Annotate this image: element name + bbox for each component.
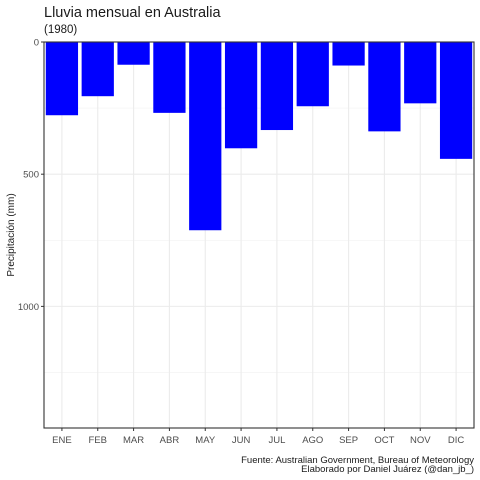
x-tick-label-dic: DIC — [448, 435, 465, 446]
y-tick-label: 500 — [23, 170, 39, 181]
chart-title: Lluvia mensual en Australia — [44, 5, 221, 21]
x-tick-label-nov: NOV — [410, 435, 431, 446]
bar-jun — [224, 42, 258, 149]
bar-nov — [404, 42, 437, 104]
chart-subtitle: (1980) — [44, 24, 78, 36]
plot-panel — [44, 42, 474, 428]
x-tick-label-jun: JUN — [232, 435, 251, 446]
bar-oct — [368, 42, 401, 132]
bar-feb — [81, 42, 114, 97]
bar-jul — [260, 42, 294, 131]
x-tick-label-ene: ENE — [52, 435, 72, 446]
x-tick-label-jul: JUL — [268, 435, 285, 446]
x-tick-label-feb: FEB — [89, 435, 107, 446]
bar-ago — [296, 42, 329, 107]
x-tick-label-oct: OCT — [374, 435, 394, 446]
caption-author: Elaborado por Daniel Juárez (@dan_jb_) — [301, 464, 474, 475]
bar-abr — [153, 42, 186, 113]
x-tick-label-sep: SEP — [339, 435, 358, 446]
y-tick-label: 1000 — [18, 302, 39, 313]
caption-source: Fuente: Australian Government, Bureau of… — [241, 455, 474, 466]
bar-mar — [117, 42, 150, 65]
x-tick-label-ago: AGO — [302, 435, 323, 446]
x-tick-label-mar: MAR — [123, 435, 144, 446]
x-tick-label-abr: ABR — [160, 435, 180, 446]
x-tick-label-may: MAY — [195, 435, 216, 446]
bar-ene — [45, 42, 79, 116]
bar-dic — [439, 42, 473, 159]
bar-sep — [332, 42, 365, 66]
y-tick-label: 0 — [34, 38, 39, 49]
plot-border — [43, 41, 475, 429]
y-axis-title: Precipitación (mm) — [6, 193, 17, 276]
bar-may — [189, 42, 222, 231]
